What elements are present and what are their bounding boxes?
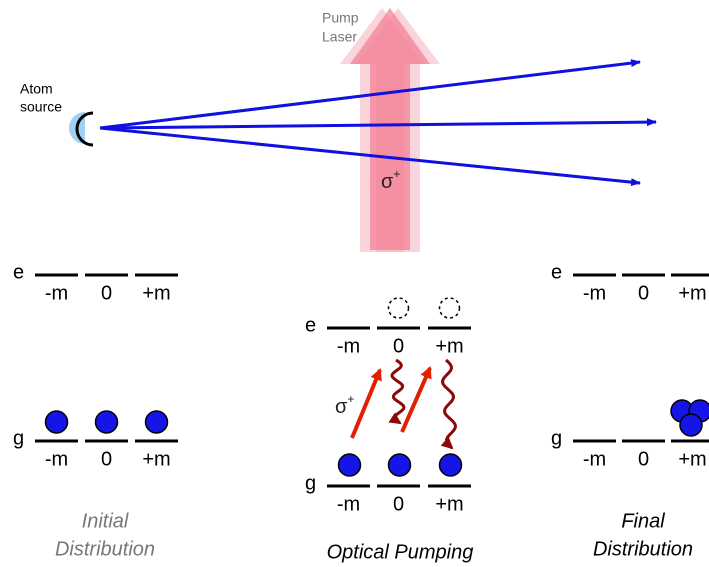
decay-arrow (388, 358, 406, 425)
sigma: σ (335, 396, 348, 418)
sublevel-label: +m (142, 282, 170, 304)
sublevel-label: -m (583, 282, 606, 304)
source-label: source (20, 99, 62, 115)
caption: Final (621, 510, 665, 532)
decay-arrow (440, 358, 458, 450)
atom (387, 453, 412, 477)
excitation-arrow (350, 368, 382, 439)
polarization-label: σ+ (381, 167, 400, 193)
level-label: e (305, 314, 316, 336)
sublevel-label: 0 (393, 493, 404, 515)
sublevel-label: +m (142, 448, 170, 470)
atom-source-rim (75, 111, 94, 147)
source-label: Atom (20, 81, 53, 97)
pump-label: Pump (322, 10, 359, 26)
atom-beams (99, 59, 657, 187)
sublevel-label: +m (435, 335, 463, 357)
sublevel-label: +m (678, 282, 706, 304)
atom (44, 410, 69, 434)
atom (679, 413, 703, 437)
pump-laser (340, 8, 440, 252)
atom (94, 410, 119, 434)
caption: Initial (82, 510, 129, 532)
empty-state (387, 297, 410, 319)
sublevel-label: 0 (638, 282, 649, 304)
atom (438, 453, 463, 477)
sublevel-label: -m (45, 282, 68, 304)
sublevel-label: +m (678, 448, 706, 470)
sublevel-label: 0 (393, 335, 404, 357)
sublevel-label: +m (435, 493, 463, 515)
atom (144, 410, 169, 434)
empty-state (438, 297, 461, 319)
level-label: e (551, 261, 562, 283)
polarization-label: σ+ (335, 392, 354, 418)
atom (337, 453, 362, 477)
caption: Optical Pumping (327, 541, 474, 563)
sublevel-label: 0 (638, 448, 649, 470)
level-label: g (13, 427, 24, 449)
level-label: g (551, 427, 562, 449)
sublevel-label: -m (337, 493, 360, 515)
superscript: + (393, 167, 400, 181)
level-label: g (305, 472, 316, 494)
pump-label: Laser (322, 29, 357, 45)
level-label: e (13, 261, 24, 283)
superscript: + (347, 392, 354, 406)
sublevel-label: 0 (101, 448, 112, 470)
sublevel-label: 0 (101, 282, 112, 304)
caption: Distribution (593, 538, 693, 560)
sigma: σ (381, 171, 394, 193)
sublevel-label: -m (45, 448, 68, 470)
excitation-arrow (400, 366, 432, 433)
sublevel-label: -m (583, 448, 606, 470)
sublevel-label: -m (337, 335, 360, 357)
caption: Distribution (55, 538, 155, 560)
